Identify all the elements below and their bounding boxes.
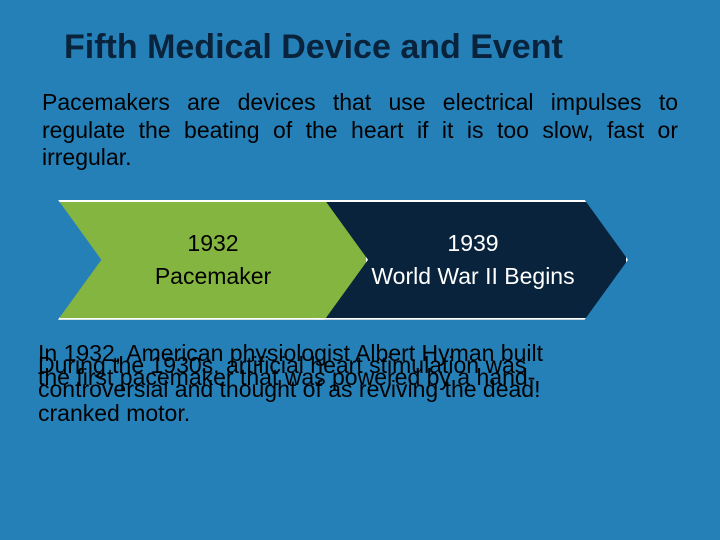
timeline-label: World War II Begins <box>371 262 574 291</box>
body-trailing: cranked motor. <box>38 402 682 425</box>
body-line: controversial and thought of as reviving… <box>38 378 682 401</box>
timeline-item-1932: 1932 Pacemaker <box>58 200 368 320</box>
slide-title: Fifth Medical Device and Event <box>64 28 682 67</box>
timeline-label: Pacemaker <box>155 262 271 291</box>
timeline-chevrons: 1932 Pacemaker 1939 World War II Begins <box>38 200 682 320</box>
timeline-year: 1939 <box>447 229 498 258</box>
intro-paragraph: Pacemakers are devices that use electric… <box>38 89 682 172</box>
timeline-year: 1932 <box>187 229 238 258</box>
